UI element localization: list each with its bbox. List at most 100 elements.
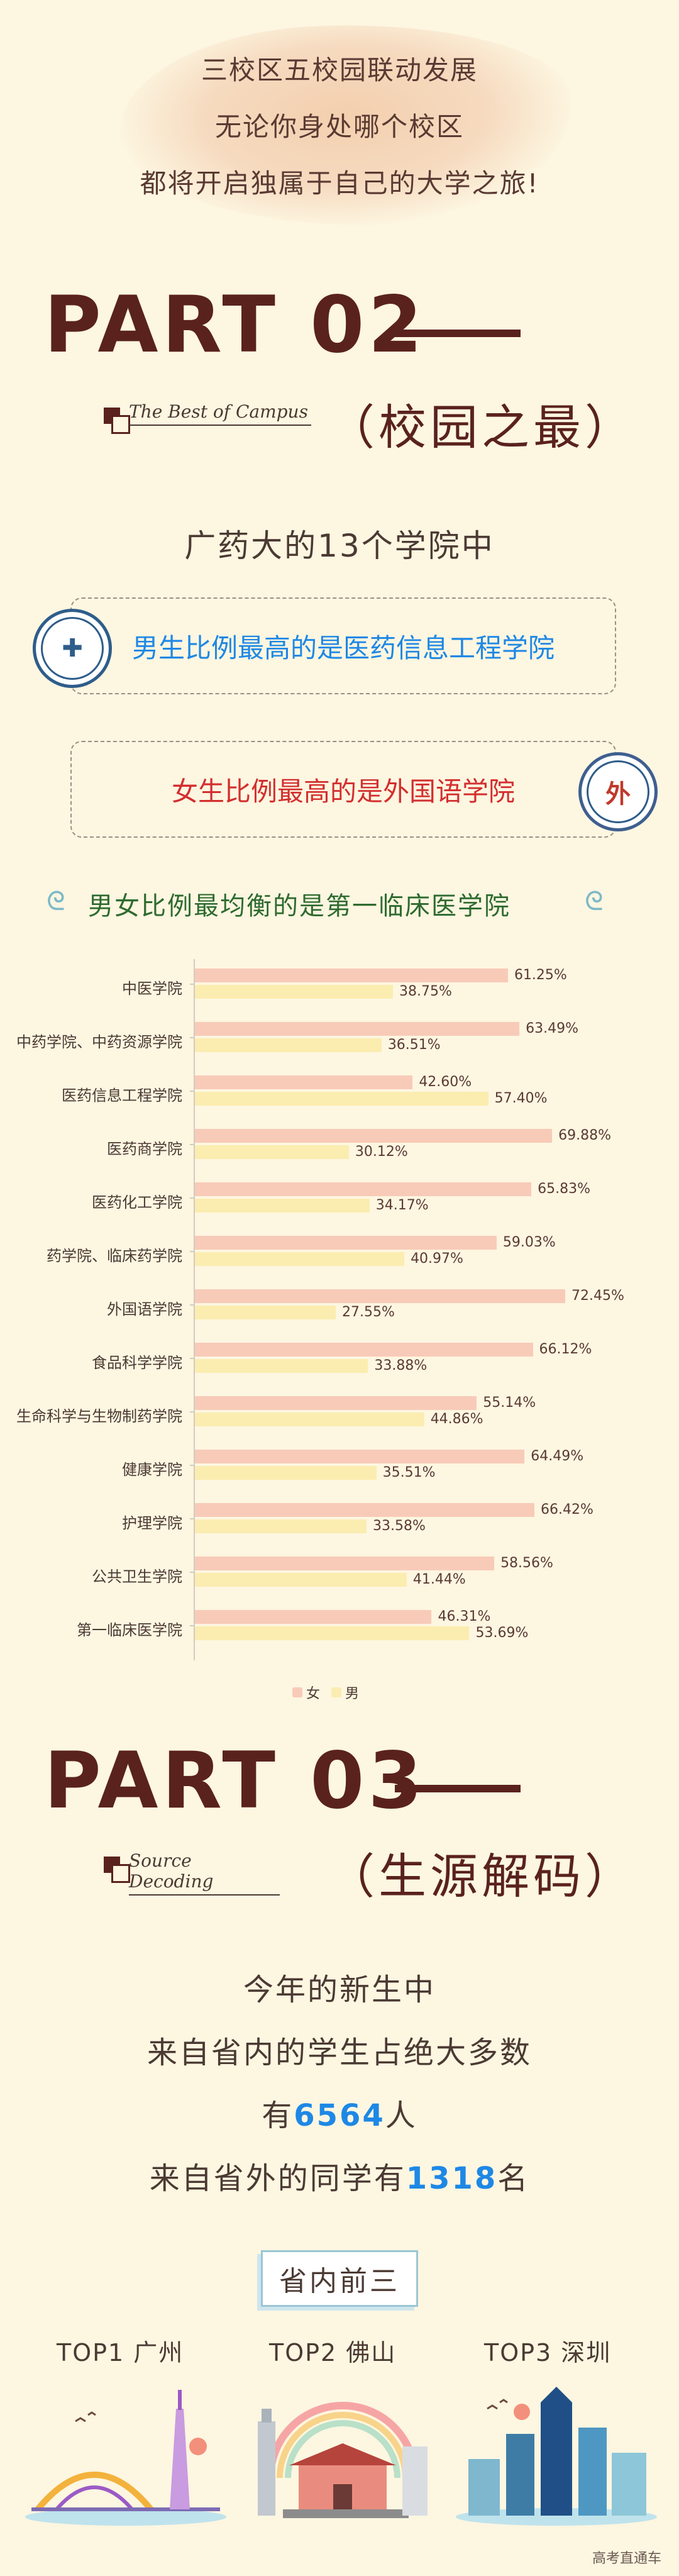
part2-lead: 广药大的13个学院中 (184, 528, 495, 564)
value-label-male: 36.51% (387, 1037, 441, 1053)
value-label-female: 55.14% (483, 1395, 536, 1411)
chart-tick (190, 1518, 194, 1519)
part3-subtitle-cn: （生源解码） (327, 1848, 636, 1904)
part2-title: PART 02 (44, 280, 426, 370)
stat-line-4-prefix: 来自省外的同学有 (149, 2161, 406, 2196)
chart-category-label: 护理学院 (122, 1514, 182, 1532)
value-label-male: 27.55% (341, 1304, 395, 1320)
foshan-temple-illustration (258, 2402, 428, 2518)
chart-category-label: 医药信息工程学院 (62, 1087, 182, 1104)
legend-label: 男 (345, 1686, 360, 1702)
value-label-female: 64.49% (531, 1448, 584, 1464)
chart-tick (190, 1625, 194, 1626)
chart-y-axis (194, 959, 195, 1660)
value-label-female: 72.45% (571, 1288, 624, 1304)
bar-female (195, 969, 508, 982)
bar-female (195, 1450, 525, 1463)
value-label-male: 41.44% (412, 1572, 466, 1587)
bar-female (195, 1396, 477, 1410)
swirl-left-icon: ᘓ (47, 886, 65, 916)
legend-swatch (331, 1687, 342, 1697)
value-label-female: 63.49% (526, 1021, 579, 1036)
bar-female (195, 1022, 520, 1036)
chart-tick (190, 1358, 194, 1359)
guangzhou-tower-illustration (25, 2390, 226, 2526)
bar-male (195, 1359, 368, 1373)
value-label-male: 40.97% (411, 1251, 463, 1267)
value-label-female: 66.12% (539, 1341, 592, 1357)
chart-tick (190, 1304, 194, 1306)
bar-male (195, 1466, 377, 1480)
part3-title: PART 03 (44, 1736, 426, 1826)
value-label-male: 34.17% (375, 1197, 429, 1213)
chart-category-label: 医药商学院 (107, 1140, 182, 1158)
stat-line-3-prefix: 有 (262, 2098, 294, 2133)
value-label-female: 59.03% (502, 1235, 556, 1250)
value-label-male: 57.40% (494, 1091, 548, 1106)
chart-category-label: 健康学院 (122, 1461, 182, 1479)
legend-swatch (292, 1687, 302, 1697)
stat-line-3: 有6564人 (0, 2090, 679, 2135)
deco-square-outline-2 (111, 1864, 130, 1883)
chart-tick (190, 1465, 194, 1466)
intro-line-3: 都将开启独属于自己的大学之旅! (140, 168, 539, 199)
gender-ratio-bar-chart: 中医学院 61.25% 38.75% 中药学院、中药资源学院 63.49% 36.51% 医… (0, 950, 679, 1702)
intro-line-2: 无论你身处哪个校区 (214, 111, 464, 142)
chart-category-label: 中药学院、中药资源学院 (16, 1033, 182, 1051)
value-label-male: 35.51% (382, 1465, 436, 1480)
bar-female (195, 1503, 534, 1517)
part2-rule (395, 330, 521, 337)
city-label-1: TOP1 广州 (57, 2339, 184, 2367)
part3-rule (395, 1785, 521, 1792)
balanced-ratio-text: 男女比例最均衡的是第一临床医学院 (88, 892, 511, 921)
bar-male (195, 1306, 336, 1319)
bar-female (195, 1182, 532, 1196)
chart-category-label: 中医学院 (122, 980, 182, 997)
bar-male (195, 1199, 370, 1213)
legend-item: 女 (292, 1682, 320, 1702)
bar-male (195, 1573, 407, 1587)
chart-category-label: 公共卫生学院 (92, 1568, 182, 1585)
foreign-language-school-emblem-icon: 外 (578, 752, 658, 831)
chart-category-label: 外国语学院 (107, 1301, 182, 1318)
bar-male (195, 1145, 349, 1159)
chart-category-label: 第一临床医学院 (77, 1621, 182, 1639)
female-ratio-text: 女生比例最高的是外国语学院 (171, 775, 515, 807)
city-label-2: TOP2 佛山 (269, 2339, 397, 2367)
bar-female (195, 1289, 565, 1303)
stat-line-1: 今年的新生中 (243, 1972, 436, 2007)
stat-line-4: 来自省外的同学有1318名 (0, 2153, 679, 2197)
chart-tick (190, 1091, 194, 1092)
out-province-count: 1318 (406, 2161, 498, 2196)
value-label-female: 66.42% (540, 1502, 593, 1518)
bar-female (195, 1557, 495, 1570)
bar-male (195, 1092, 489, 1106)
bar-male (195, 1252, 405, 1266)
chart-tick (190, 984, 194, 985)
bar-female (195, 1610, 432, 1624)
engineering-school-emblem-icon: ✚ (33, 609, 112, 688)
value-label-male: 30.12% (355, 1144, 408, 1160)
value-label-female: 46.31% (438, 1609, 491, 1624)
male-ratio-card: 男生比例最高的是医药信息工程学院 (70, 597, 616, 694)
value-label-male: 33.88% (374, 1358, 428, 1374)
legend-label: 女 (306, 1686, 321, 1702)
chart-category-label: 药学院、临床药学院 (47, 1247, 182, 1265)
value-label-male: 44.86% (430, 1411, 483, 1427)
value-label-male: 38.75% (399, 984, 452, 999)
chart-tick (190, 1037, 194, 1038)
chart-legend: 女男 (292, 1682, 359, 1702)
deco-square-outline (111, 415, 130, 434)
bar-male (195, 985, 394, 999)
value-label-male: 33.58% (372, 1518, 426, 1534)
intro-line-1: 三校区五校园联动发展 (201, 55, 478, 86)
in-province-count: 6564 (294, 2098, 385, 2133)
bar-female (195, 1075, 413, 1089)
chart-tick (190, 1572, 194, 1573)
chart-category-label: 食品科学学院 (92, 1354, 182, 1372)
bar-male (195, 1519, 367, 1533)
chart-tick (190, 1251, 194, 1252)
stat-line-4-suffix: 名 (497, 2161, 530, 2196)
value-label-female: 69.88% (558, 1128, 611, 1143)
value-label-male: 53.69% (475, 1625, 529, 1641)
